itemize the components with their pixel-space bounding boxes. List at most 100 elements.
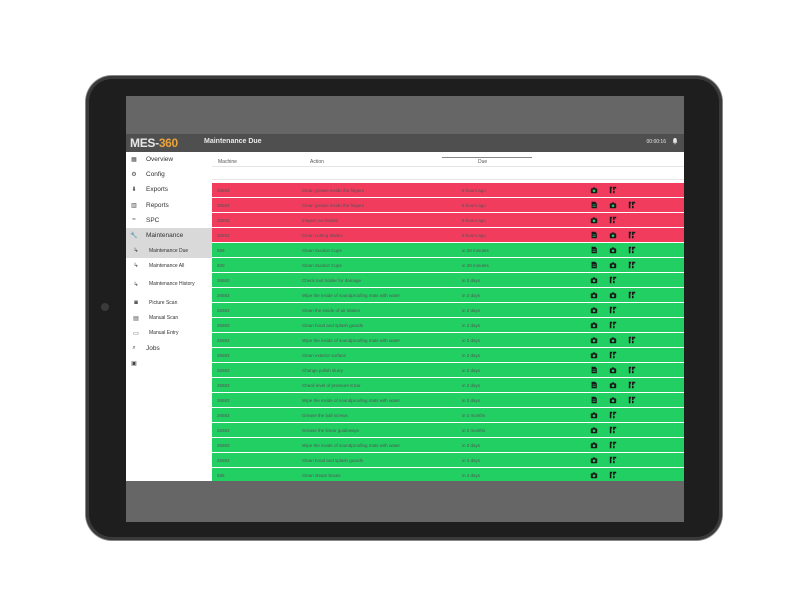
table-row[interactable]: 599 Clean Suction Cups in 28 minutes bbox=[212, 242, 684, 258]
camera-icon[interactable] bbox=[609, 201, 617, 209]
sidebar-item-exports[interactable]: ⬇ Exports bbox=[126, 182, 212, 197]
table-row[interactable]: 26583 Grease the ball screws in 2 months bbox=[212, 407, 684, 422]
document-icon[interactable] bbox=[590, 246, 598, 254]
col-machine[interactable]: Machine bbox=[218, 159, 237, 165]
table-row[interactable]: 26583 Clean grease inside the fingers 8 ho… bbox=[212, 197, 684, 213]
sidebar-item-label: Manual Scan bbox=[149, 315, 179, 322]
table-row[interactable]: 26583 Wipe the inside of soundproofing ma… bbox=[212, 332, 684, 348]
scan-icon[interactable] bbox=[628, 366, 636, 374]
cell-due: in 2 months bbox=[462, 412, 486, 418]
sidebar-item-manual-scan[interactable]: ▤ Manual Scan bbox=[126, 311, 212, 326]
col-due[interactable]: Due bbox=[478, 159, 488, 165]
camera-icon[interactable] bbox=[590, 351, 598, 359]
table-row[interactable]: 26583 Clean hood and splash guards in 4 da… bbox=[212, 452, 684, 467]
camera-icon[interactable] bbox=[609, 381, 617, 389]
scan-icon[interactable] bbox=[628, 231, 636, 239]
table-row[interactable]: 26583 Wipe the inside of soundproofing ma… bbox=[212, 437, 684, 452]
sidebar-item-picture-scan[interactable]: ◙ Picture Scan bbox=[126, 296, 212, 311]
camera-icon[interactable] bbox=[590, 411, 598, 419]
table-row[interactable]: 26583 Clean hood and splash guards in 2 da… bbox=[212, 317, 684, 333]
camera-icon[interactable] bbox=[609, 336, 617, 344]
sidebar-item-manual-entry[interactable]: ▭ Manual Entry bbox=[126, 326, 212, 341]
scan-icon[interactable] bbox=[628, 261, 636, 269]
table-row[interactable]: 26583 Grease the linear guideways in 2 mon… bbox=[212, 422, 684, 437]
scan-icon[interactable] bbox=[609, 351, 617, 359]
bar-chart-icon: ▥ bbox=[131, 202, 137, 209]
camera-icon[interactable] bbox=[590, 336, 598, 344]
table-row[interactable]: 26583 Wipe the inside of soundproofing ma… bbox=[212, 392, 684, 407]
camera-icon[interactable] bbox=[590, 441, 598, 449]
scan-icon[interactable] bbox=[609, 321, 617, 329]
table-row[interactable]: 26583 Change polish slurry in 2 days bbox=[212, 362, 684, 377]
document-icon[interactable] bbox=[590, 231, 598, 239]
row-actions bbox=[590, 396, 647, 404]
camera-icon[interactable] bbox=[590, 276, 598, 284]
camera-icon[interactable] bbox=[609, 231, 617, 239]
scan-icon[interactable] bbox=[628, 336, 636, 344]
document-icon[interactable] bbox=[590, 201, 598, 209]
sidebar-item-badge[interactable]: ▣ bbox=[126, 356, 212, 371]
spc-icon: ≈ bbox=[132, 217, 136, 224]
sidebar-item-maintenance-history[interactable]: ↳ Maintenance History bbox=[126, 274, 212, 296]
camera-icon[interactable] bbox=[609, 261, 617, 269]
camera-icon[interactable] bbox=[590, 186, 598, 194]
scan-icon[interactable] bbox=[628, 396, 636, 404]
table-row[interactable]: 585 Clean steam boxes in 4 days bbox=[212, 467, 684, 482]
table-row[interactable]: 26583 Clean the inside of air station in 2… bbox=[212, 302, 684, 318]
scan-icon[interactable] bbox=[609, 306, 617, 314]
sidebar-item-maintenance-all[interactable]: ↳ Maintenance All bbox=[126, 258, 212, 273]
cell-due: 8 hours ago bbox=[462, 188, 486, 193]
camera-icon[interactable] bbox=[590, 426, 598, 434]
scan-icon[interactable] bbox=[628, 201, 636, 209]
document-icon[interactable] bbox=[590, 366, 598, 374]
scan-icon[interactable] bbox=[628, 246, 636, 254]
app-logo[interactable]: MES-360 bbox=[130, 136, 178, 150]
camera-icon[interactable] bbox=[609, 366, 617, 374]
cell-machine: 599 bbox=[217, 247, 225, 253]
col-action[interactable]: Action bbox=[310, 159, 324, 165]
scan-icon[interactable] bbox=[628, 381, 636, 389]
table-row[interactable]: 600 Clean Suction Cups in 28 minutes bbox=[212, 257, 684, 273]
sidebar-item-spc[interactable]: ≈ SPC bbox=[126, 213, 212, 228]
camera-icon[interactable] bbox=[590, 291, 598, 299]
sidebar-item-maintenance-due[interactable]: ↳ Maintenance Due bbox=[126, 243, 212, 259]
camera-icon[interactable] bbox=[590, 216, 598, 224]
camera-icon[interactable] bbox=[590, 306, 598, 314]
sidebar-item-jobs[interactable]: ⌕ Jobs bbox=[126, 341, 212, 356]
cell-machine: 600 bbox=[217, 262, 225, 268]
cell-action: Clean the inside of air station bbox=[302, 307, 361, 313]
table-row[interactable]: 26583 Check level of pressure 8 bar in 2 d… bbox=[212, 377, 684, 392]
table-row[interactable]: 26582 Inspect cut blades 8 hours ago bbox=[212, 212, 684, 228]
camera-icon[interactable] bbox=[590, 321, 598, 329]
camera-icon[interactable] bbox=[609, 396, 617, 404]
camera-icon[interactable] bbox=[590, 456, 598, 464]
cell-action: Clean Suction Cups bbox=[302, 247, 342, 253]
table-row[interactable]: 26582 Check tool holder for damage in 2 da… bbox=[212, 272, 684, 288]
camera-icon[interactable] bbox=[609, 291, 617, 299]
document-icon[interactable] bbox=[590, 381, 598, 389]
table-row[interactable]: 26583 Clean cutting blades 8 hours ago bbox=[212, 227, 684, 243]
scan-icon[interactable] bbox=[609, 186, 617, 194]
table-row[interactable]: 26583 Clean exterior surface in 2 days bbox=[212, 347, 684, 363]
scan-icon[interactable] bbox=[609, 276, 617, 284]
sidebar-item-overview[interactable]: ▦ Overview bbox=[126, 152, 212, 167]
document-icon[interactable] bbox=[590, 396, 598, 404]
document-icon[interactable] bbox=[590, 261, 598, 269]
scan-icon[interactable] bbox=[628, 291, 636, 299]
sidebar-item-maintenance[interactable]: 🔧 Maintenance bbox=[126, 227, 212, 244]
cell-due: 8 hours ago bbox=[462, 202, 486, 208]
sidebar-item-config[interactable]: ⚙ Config bbox=[126, 167, 212, 182]
camera-icon[interactable] bbox=[590, 471, 598, 479]
bell-icon[interactable] bbox=[672, 137, 678, 145]
table-row[interactable]: 26583 Wipe the inside of soundproofing ma… bbox=[212, 287, 684, 303]
sidebar-item-reports[interactable]: ▥ Reports bbox=[126, 198, 212, 213]
scan-icon[interactable] bbox=[609, 456, 617, 464]
scan-icon[interactable] bbox=[609, 471, 617, 479]
scan-icon[interactable] bbox=[609, 216, 617, 224]
scan-icon[interactable] bbox=[609, 441, 617, 449]
scan-icon[interactable] bbox=[609, 411, 617, 419]
scan-icon[interactable] bbox=[609, 426, 617, 434]
table-row[interactable]: 26583 Clean grease inside the fingers 8 ho… bbox=[212, 183, 684, 198]
camera-icon[interactable] bbox=[609, 246, 617, 254]
filter-row[interactable] bbox=[212, 166, 684, 180]
